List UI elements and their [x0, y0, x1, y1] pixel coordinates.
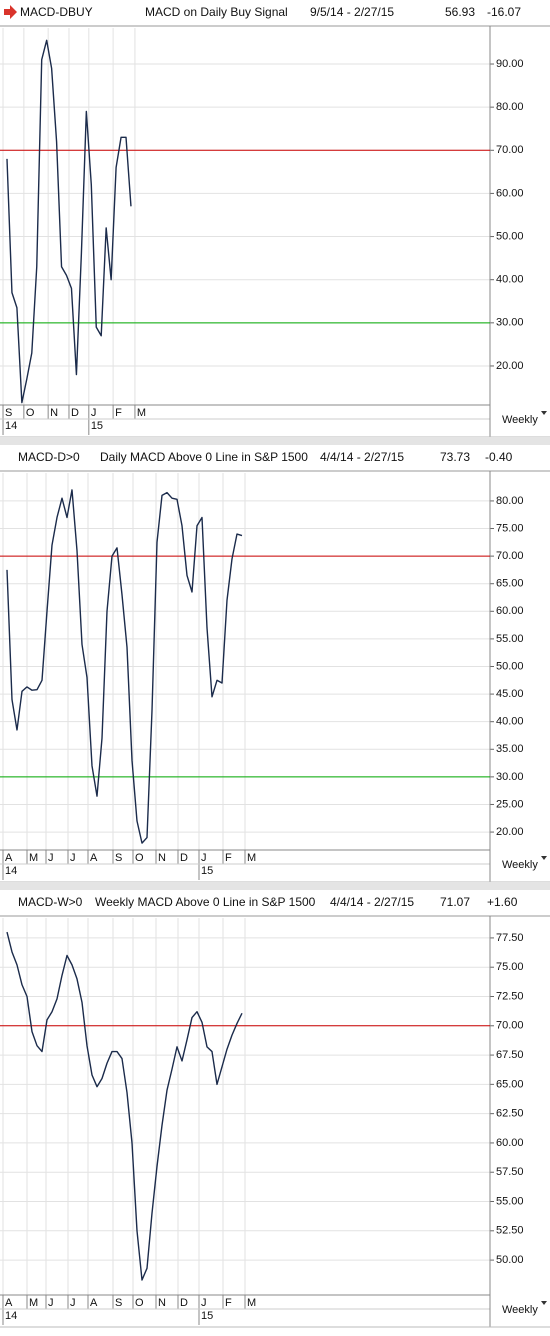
y-tick-label: 20.00 [496, 360, 524, 372]
header-title: MACD-D>0 [18, 450, 80, 464]
x-tick-label: J [48, 1297, 54, 1309]
x-tick-label: M [137, 407, 146, 419]
x-tick-label: J [201, 852, 207, 864]
y-tick-label: 45.00 [496, 688, 524, 700]
header-last: 56.93 [445, 5, 475, 19]
header-subtitle: MACD on Daily Buy Signal [145, 5, 288, 19]
header-change: -16.07 [487, 5, 521, 19]
panel-separator [0, 882, 550, 890]
y-tick-label: 70.00 [496, 550, 524, 562]
data-line [6, 489, 243, 844]
x-year-label: 15 [201, 865, 213, 877]
y-tick-label: 70.00 [496, 144, 524, 156]
x-tick-label: F [115, 407, 122, 419]
panel-separator [0, 437, 550, 445]
x-year-label: 14 [5, 865, 17, 877]
header-date-range: 4/4/14 - 2/27/15 [320, 450, 404, 464]
y-tick-label: 90.00 [496, 58, 524, 70]
header-change: -0.40 [485, 450, 513, 464]
x-tick-label: A [5, 1297, 13, 1309]
x-tick-label: M [247, 1297, 256, 1309]
x-tick-label: D [180, 1297, 188, 1309]
x-year-label: 14 [5, 420, 17, 432]
data-line [6, 931, 243, 1281]
arrow-icon[interactable] [4, 5, 17, 19]
y-tick-label: 60.00 [496, 605, 524, 617]
y-tick-label: 77.50 [496, 932, 524, 944]
y-tick-label: 67.50 [496, 1049, 524, 1061]
header-last: 71.07 [440, 895, 470, 909]
x-tick-label: M [29, 852, 38, 864]
x-tick-label: O [135, 852, 144, 864]
x-tick-label: M [247, 852, 256, 864]
header-date-range: 4/4/14 - 2/27/15 [330, 895, 414, 909]
y-tick-label: 52.50 [496, 1225, 524, 1237]
x-tick-label: N [158, 852, 166, 864]
header-date-range: 9/5/14 - 2/27/15 [310, 5, 394, 19]
x-tick-label: M [29, 1297, 38, 1309]
header-subtitle: Daily MACD Above 0 Line in S&P 1500 [100, 450, 308, 464]
data-line [6, 39, 132, 404]
x-tick-label: D [180, 852, 188, 864]
x-tick-label: J [201, 1297, 207, 1309]
y-tick-label: 50.00 [496, 1254, 524, 1266]
period-selector[interactable]: Weekly [502, 1304, 538, 1316]
y-tick-label: 80.00 [496, 495, 524, 507]
y-tick-label: 57.50 [496, 1166, 524, 1178]
y-tick-label: 75.00 [496, 522, 524, 534]
y-tick-label: 65.00 [496, 1078, 524, 1090]
period-selector[interactable]: Weekly [502, 859, 538, 871]
y-tick-label: 60.00 [496, 1137, 524, 1149]
period-selector[interactable]: Weekly [502, 414, 538, 426]
y-tick-label: 70.00 [496, 1020, 524, 1032]
x-year-label: 14 [5, 1310, 17, 1322]
dropdown-caret[interactable] [541, 411, 547, 415]
x-tick-label: S [115, 1297, 122, 1309]
y-tick-label: 55.00 [496, 633, 524, 645]
y-tick-label: 55.00 [496, 1195, 524, 1207]
y-tick-label: 40.00 [496, 716, 524, 728]
x-tick-label: F [225, 1297, 232, 1309]
y-tick-label: 30.00 [496, 317, 524, 329]
y-tick-label: 40.00 [496, 274, 524, 286]
x-tick-label: J [48, 852, 54, 864]
y-tick-label: 20.00 [496, 826, 524, 838]
header-last: 73.73 [440, 450, 470, 464]
x-tick-label: O [135, 1297, 144, 1309]
y-tick-label: 50.00 [496, 230, 524, 242]
x-tick-label: S [115, 852, 122, 864]
x-tick-label: D [71, 407, 79, 419]
x-tick-label: J [91, 407, 97, 419]
header-title: MACD-DBUY [20, 5, 93, 19]
x-tick-label: A [90, 852, 98, 864]
dropdown-caret[interactable] [541, 1301, 547, 1305]
x-tick-label: A [90, 1297, 98, 1309]
y-tick-label: 50.00 [496, 660, 524, 672]
x-tick-label: O [26, 407, 35, 419]
x-tick-label: A [5, 852, 13, 864]
y-tick-label: 35.00 [496, 743, 524, 755]
x-year-label: 15 [201, 1310, 213, 1322]
y-tick-label: 72.50 [496, 990, 524, 1002]
header-subtitle: Weekly MACD Above 0 Line in S&P 1500 [95, 895, 316, 909]
header-title: MACD-W>0 [18, 895, 83, 909]
y-tick-label: 60.00 [496, 187, 524, 199]
y-tick-label: 65.00 [496, 578, 524, 590]
x-year-label: 15 [91, 420, 103, 432]
header-change: +1.60 [487, 895, 518, 909]
y-tick-label: 62.50 [496, 1108, 524, 1120]
y-tick-label: 75.00 [496, 961, 524, 973]
x-tick-label: F [225, 852, 232, 864]
y-tick-label: 30.00 [496, 771, 524, 783]
x-tick-label: J [70, 852, 76, 864]
x-tick-label: N [50, 407, 58, 419]
x-tick-label: J [70, 1297, 76, 1309]
y-tick-label: 80.00 [496, 101, 524, 113]
x-tick-label: S [5, 407, 12, 419]
dropdown-caret[interactable] [541, 856, 547, 860]
x-tick-label: N [158, 1297, 166, 1309]
y-tick-label: 25.00 [496, 798, 524, 810]
